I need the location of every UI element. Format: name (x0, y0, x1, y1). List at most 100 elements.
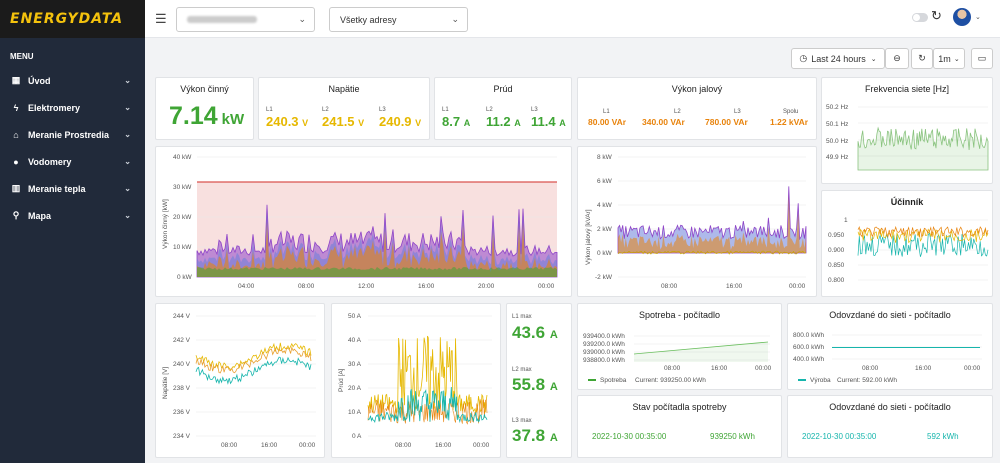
sidebar-item-meranie-prostredia[interactable]: ⌂ Meranie Prostredia ⌄ (0, 121, 145, 148)
current-l1-value: 8.7 A (442, 114, 471, 129)
refresh-button[interactable]: ↻ (911, 48, 933, 69)
y-tick-label: 20 A (348, 385, 362, 392)
reactive-power-panel: Výkon jalový [kVAr] 8 kW 6 kW 4 kW 2 kW … (577, 146, 817, 297)
x-tick-label: 00:00 (964, 365, 981, 372)
zoom-out-button[interactable]: ⊖ (885, 48, 909, 69)
y-axis-label: Napätie [V] (162, 367, 169, 399)
y-tick-label: 0 kW (597, 250, 613, 257)
x-tick-label: 08:00 (664, 365, 681, 372)
meter-state-date: 2022-10-30 00:35:00 (592, 432, 667, 441)
y-tick-label: 244 V (173, 313, 191, 320)
x-tick-label: 08:00 (661, 283, 678, 290)
sidebar-item-label: Meranie Prostredia (28, 129, 110, 140)
l3-max-value: 37.8 A (512, 426, 558, 445)
voltage-chart: Napätie [V] 244 V 242 V 240 V 238 V 236 … (162, 313, 316, 449)
y-tick-label: 50.2 Hz (826, 104, 848, 111)
frequency-chart: 50.2 Hz 50.1 Hz 50.0 Hz 49.9 Hz (826, 104, 989, 171)
y-tick-label: 30 kW (173, 184, 192, 191)
meter-state-panel: Stav počítadla spotreby 2022-10-30 00:35… (577, 395, 782, 458)
y-tick-label: 40 A (348, 337, 362, 344)
top-bar: ☰ ⌄ Všetky adresy ⌄ ↻ ⌄ (145, 0, 1000, 38)
y-tick-label: 6 kW (597, 178, 613, 185)
y-tick-label: 939200.0 kWh (583, 341, 625, 348)
panel-title: Frekvencia siete [Hz] (864, 84, 950, 94)
reactive-total-series (617, 186, 807, 254)
map-pin-icon: ⚲ (12, 210, 20, 220)
voltage-stat-panel: Napätie L1 L2 L3 240.3 V 241.5 V 240.9 V (258, 77, 430, 140)
address-select[interactable]: Všetky adresy ⌄ (329, 7, 468, 32)
x-tick-label: 16:00 (435, 442, 452, 449)
panel-title: Výkon činný (180, 84, 229, 94)
chevron-down-icon: ⌄ (953, 55, 960, 63)
x-tick-label: 16:00 (915, 365, 932, 372)
x-tick-label: 20:00 (478, 283, 495, 290)
x-tick-label: 08:00 (298, 283, 315, 290)
phase-label: L2 (322, 107, 329, 113)
hamburger-menu-icon[interactable]: ☰ (155, 11, 167, 26)
y-tick-label: 234 V (173, 433, 191, 440)
y-tick-label: 240 V (173, 361, 191, 368)
y-axis-label: Prúd [A] (338, 368, 345, 392)
x-tick-label: 16:00 (261, 442, 278, 449)
voltage-l3-value: 240.9 V (379, 114, 422, 129)
logo[interactable]: ENERGYDATA (0, 0, 145, 38)
tv-mode-button[interactable]: ▭ (971, 48, 993, 69)
y-tick-label: 939400.0 kWh (583, 333, 625, 340)
refresh-interval-select[interactable]: 1m ⌄ (933, 48, 965, 69)
phase-label: L2 (486, 107, 493, 113)
sidebar-item-vodomery[interactable]: ● Vodomery ⌄ (0, 148, 145, 175)
blurred-site-name (187, 16, 257, 23)
phase-label: L1 (266, 107, 273, 113)
reload-icon[interactable]: ↻ (931, 8, 942, 23)
max-label: L3 max (512, 418, 532, 424)
x-tick-label: 08:00 (395, 442, 412, 449)
monitor-icon: ▭ (977, 53, 987, 63)
active-power-panel: Výkon činný [kW] 40 kW 30 kW 20 kW 10 kW… (155, 146, 572, 297)
export-counter-panel: Odovzdané do sieti - počítadlo 800.0 kWh… (787, 303, 993, 390)
sidebar-item-uvod[interactable]: ▦ Úvod ⌄ (0, 67, 145, 94)
y-axis-label: Výkon jalový [kVAr] (585, 209, 592, 265)
sidebar-item-meranie-tepla[interactable]: ▥ Meranie tepla ⌄ (0, 175, 145, 202)
zoom-out-icon: ⊖ (893, 53, 901, 63)
panel-title: Napätie (328, 84, 360, 94)
phase-label: L1 (603, 109, 610, 115)
site-select[interactable]: ⌄ (176, 7, 315, 32)
sidebar-item-label: Meranie tepla (28, 183, 86, 194)
time-range-picker[interactable]: ◷ Last 24 hours ⌄ (791, 48, 885, 69)
consumption-chart: 939400.0 kWh 939200.0 kWh 939000.0 kWh 9… (583, 333, 772, 384)
panel-title: Odovzdané do sieti - počítadlo (829, 402, 951, 412)
x-tick-label: 00:00 (473, 442, 490, 449)
active-power-chart: Výkon činný [kW] 40 kW 30 kW 20 kW 10 kW… (162, 154, 558, 290)
chevron-down-icon[interactable]: ⌄ (975, 14, 981, 21)
panel-title: Účinník (890, 197, 924, 207)
avatar[interactable] (953, 8, 971, 26)
power-value: 7.14 kW (169, 102, 245, 130)
phase-label: Spolu (783, 109, 799, 115)
current-chart-panel: Prúd [A] 50 A 40 A 30 A 20 A 10 A 0 A 08… (331, 303, 501, 458)
legend-current: Current: 939250.00 kWh (635, 377, 706, 384)
panel-title: Odovzdané do sieti - počítadlo (829, 310, 951, 320)
y-tick-label: 50.0 Hz (826, 138, 848, 145)
power-stat-panel: Výkon činný 7.14 kW (155, 77, 254, 140)
legend-current: Current: 592.00 kWh (837, 377, 897, 384)
reactive-l3-series (618, 194, 806, 253)
sidebar-item-label: Vodomery (28, 156, 72, 167)
menu-heading: MENU (10, 52, 34, 61)
sidebar-item-elektromery[interactable]: ϟ Elektromery ⌄ (0, 94, 145, 121)
reactive-l1-series (617, 250, 807, 255)
power-factor-panel: Účinník 1 0.950 0.900 0.850 0.800 (821, 190, 993, 297)
y-tick-label: 236 V (173, 409, 191, 416)
y-tick-label: 800.0 kWh (793, 332, 824, 339)
sidebar-item-label: Úvod (28, 75, 51, 86)
y-tick-label: 238 V (173, 385, 191, 392)
chevron-down-icon: ⌄ (124, 184, 131, 193)
chevron-down-icon: ⌄ (124, 157, 131, 166)
theme-toggle[interactable] (912, 13, 928, 22)
y-axis-label: Výkon činný [kW] (162, 199, 169, 249)
voltage-l1-series (195, 342, 312, 371)
panel-title: Výkon jalový (671, 84, 723, 94)
frequency-series (857, 126, 989, 171)
sidebar-item-mapa[interactable]: ⚲ Mapa ⌄ (0, 202, 145, 229)
clock-icon: ◷ (799, 53, 808, 63)
dashboard-icon: ▦ (11, 75, 21, 85)
